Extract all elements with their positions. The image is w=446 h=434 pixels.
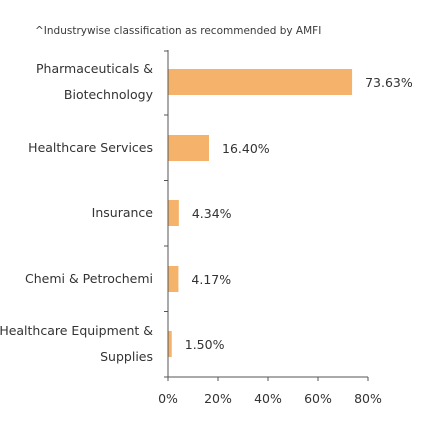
category-label: Pharmaceuticals & xyxy=(36,61,153,76)
x-tick-label: 40% xyxy=(254,391,282,406)
category-label: Insurance xyxy=(92,205,154,220)
chart-footnote: ^Industrywise classification as recommen… xyxy=(35,25,321,37)
bar xyxy=(168,266,179,292)
data-label: 1.50% xyxy=(185,337,225,352)
category-label: Healthcare Services xyxy=(28,140,153,155)
x-tick-label: 80% xyxy=(354,391,382,406)
category-label: Chemi & Petrochemi xyxy=(25,271,153,286)
category-label: Healthcare Equipment & xyxy=(0,323,153,338)
bar xyxy=(168,135,209,161)
bar xyxy=(168,69,353,95)
x-tick-label: 0% xyxy=(158,391,178,406)
category-label: Biotechnology xyxy=(64,87,154,102)
data-label: 4.17% xyxy=(191,272,231,287)
data-label: 16.40% xyxy=(222,141,270,156)
category-label: Supplies xyxy=(100,349,153,364)
x-tick-label: 20% xyxy=(204,391,232,406)
data-label: 73.63% xyxy=(365,75,413,90)
x-tick-label: 60% xyxy=(304,391,332,406)
bars-layer: 73.63% 16.40% 4.34% 4.17% 1.50% xyxy=(168,69,413,357)
axis-layer: Pharmaceuticals & Biotechnology Healthcare… xyxy=(0,50,382,406)
data-label: 4.34% xyxy=(192,206,232,221)
bar xyxy=(168,200,179,226)
bar xyxy=(168,331,172,357)
